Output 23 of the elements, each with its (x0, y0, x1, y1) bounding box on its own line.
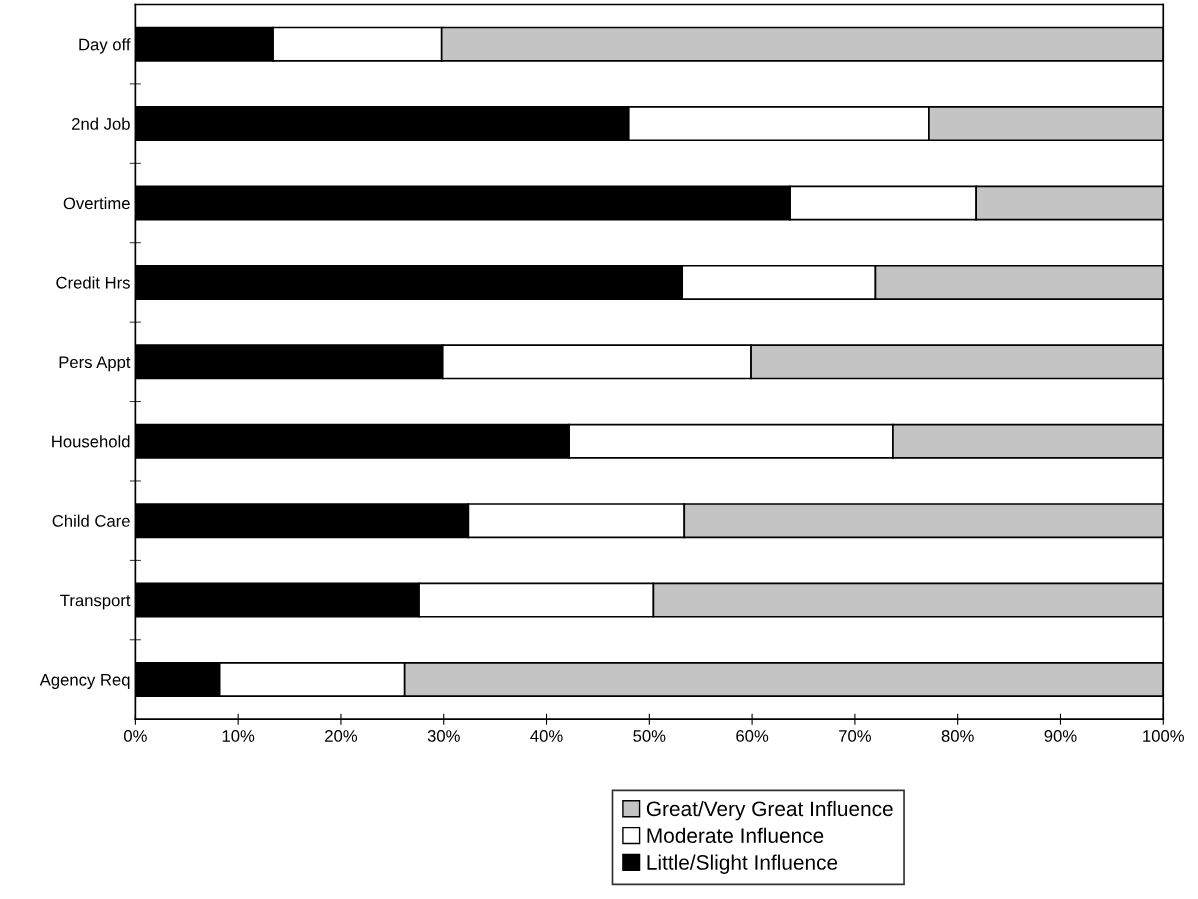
y-tick-label: Overtime (63, 196, 130, 210)
x-tick-label: 40% (530, 730, 563, 742)
x-tick-label: 70% (839, 730, 871, 742)
x-tick-label: 0% (123, 730, 147, 742)
x-tick-label: 100% (1143, 730, 1184, 742)
y-tick-label: Agency Req (39, 674, 130, 689)
y-tick-label: Pers Appt (59, 356, 131, 372)
y-tick-label: Household (52, 435, 130, 448)
x-tick-label: 60% (736, 730, 769, 742)
x-tick-label: 90% (1044, 730, 1077, 742)
y-tick-label: Transport (60, 594, 131, 610)
x-tick-label: 10% (222, 730, 255, 742)
x-tick-label: 20% (325, 730, 358, 742)
y-tick-label: 2nd Job (72, 117, 130, 130)
y-tick-label: Credit Hrs (56, 276, 130, 289)
y-tick-label: Child Care (52, 514, 130, 527)
legend-label: Great/Very Great Influence (646, 800, 893, 821)
legend-label: Moderate Influence (647, 827, 824, 844)
y-tick-label: Day off (79, 38, 131, 54)
x-tick-label: 50% (633, 730, 666, 742)
legend-label: Little/Slight Influence (647, 854, 838, 874)
x-tick-label: 80% (941, 730, 974, 742)
x-tick-label: 30% (427, 730, 460, 742)
